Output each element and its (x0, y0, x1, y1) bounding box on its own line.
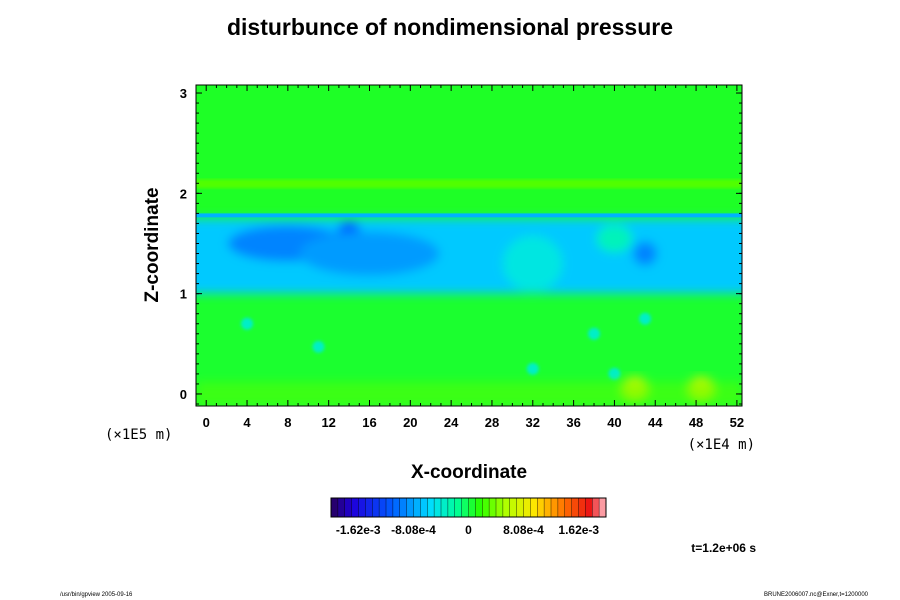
x-tick-label: 52 (730, 415, 744, 430)
colorbar-cell (551, 498, 559, 517)
colorbar-cell (386, 498, 394, 517)
colorbar-tick-label: -8.08e-4 (391, 523, 436, 537)
colorbar-cell (406, 498, 414, 517)
y-tick-label: 2 (180, 186, 187, 201)
x-tick-label: 32 (526, 415, 540, 430)
x-tick-label: 0 (203, 415, 210, 430)
pressure-field (196, 85, 742, 406)
colorbar-cell (592, 498, 600, 517)
field-cyan-spot (588, 327, 601, 340)
field-yellow-group (196, 376, 742, 406)
colorbar-cell (496, 498, 504, 517)
colorbar-cell (337, 498, 346, 517)
colorbar-cell (571, 498, 579, 517)
field-cyan-spot (241, 317, 254, 330)
colorbar-cell (413, 498, 421, 517)
x-tick-label: 44 (648, 415, 663, 430)
colorbar-cell (530, 498, 538, 517)
field-light-patch (502, 235, 563, 292)
y-tick-label: 3 (180, 86, 187, 101)
colorbar-frame (330, 497, 607, 518)
x-tick-label: 40 (607, 415, 621, 430)
colorbar-cell (557, 498, 566, 517)
colorbar-cell (585, 498, 593, 517)
field-cyan-spot (639, 312, 652, 325)
field-blue-layer-group (196, 218, 742, 294)
colorbar-cell (399, 498, 407, 517)
colorbar-tick-label: -1.62e-3 (336, 523, 381, 537)
x-tick-label: 20 (403, 415, 417, 430)
colorbar-cell (427, 498, 435, 517)
footer-right: BRUNE2006007.nc@Exner,t=1200000 (764, 592, 869, 598)
colorbar-cell (578, 498, 586, 517)
colorbar-tick-label: 1.62e-3 (558, 523, 599, 537)
colorbar-cell (502, 498, 511, 517)
colorbar-cell (509, 498, 517, 517)
y-scale-label: (×1E5 m) (105, 427, 172, 443)
colorbar-cell (475, 498, 483, 517)
field-deep-blue-blob (633, 241, 658, 266)
x-axis: 0 4 8 12 16 20 24 28 32 36 40 44 48 52 (203, 85, 744, 430)
field-light-patch (596, 224, 633, 253)
y-tick-label: 0 (180, 387, 187, 402)
field-thin-line (196, 213, 742, 218)
plot-frame (195, 84, 743, 407)
x-tick-label: 8 (284, 415, 291, 430)
colorbar: -1.62e-3 -8.08e-4 0 8.08e-4 1.62e-3 (330, 497, 607, 537)
colorbar-cell (564, 498, 572, 517)
colorbar-cell (544, 498, 552, 517)
colorbar-cell (365, 498, 373, 517)
field-cyan-spot (312, 340, 325, 353)
x-tick-label: 24 (444, 415, 459, 430)
colorbar-cell (447, 498, 456, 517)
colorbar-cell (468, 498, 476, 517)
colorbar-cell (523, 498, 531, 517)
colorbar-tick-label: 0 (465, 523, 472, 537)
x-tick-label: 28 (485, 415, 499, 430)
colorbar-cell (392, 498, 401, 517)
field-lower-spots (241, 312, 652, 380)
colorbar-cell (461, 498, 469, 517)
x-tick-label: 36 (566, 415, 580, 430)
colorbar-cell (454, 498, 462, 517)
colorbar-cell (331, 498, 339, 517)
colorbar-cell (482, 498, 490, 517)
chart-title: disturbunce of nondimensional pressure (226, 14, 673, 40)
x-tick-label: 12 (321, 415, 335, 430)
colorbar-cell (351, 498, 359, 517)
x-tick-label: 4 (243, 415, 251, 430)
time-label: t=1.2e+06 s (691, 541, 756, 555)
field-bottom-strip (196, 381, 742, 406)
colorbar-cell (379, 498, 387, 517)
x-tick-label: 48 (689, 415, 703, 430)
y-axis-label: Z-coordinate (142, 187, 163, 302)
field-cyan-spot (608, 367, 621, 380)
colorbar-cell (489, 498, 497, 517)
x-axis-label: X-coordinate (411, 462, 527, 483)
y-axis: 0 1 2 3 (180, 86, 742, 405)
colorbar-cell (516, 498, 524, 517)
colorbar-cell (344, 498, 352, 517)
x-tick-label: 16 (362, 415, 376, 430)
colorbar-tick-label: 8.08e-4 (503, 523, 544, 537)
y-tick-label: 1 (180, 287, 187, 302)
colorbar-cell (420, 498, 428, 517)
colorbar-cell (434, 498, 442, 517)
field-deep-blue-blob (299, 231, 440, 276)
footer-left: /usr/bin/gpview 2005-09-16 (60, 592, 133, 598)
colorbar-cell (441, 498, 449, 517)
field-band (196, 179, 742, 189)
colorbar-cell (537, 498, 545, 517)
colorbar-cell (599, 498, 607, 517)
x-scale-label: (×1E4 m) (688, 437, 755, 453)
colorbar-cell (358, 498, 366, 517)
colorbar-cell (372, 498, 380, 517)
field-cyan-spot (526, 362, 539, 375)
